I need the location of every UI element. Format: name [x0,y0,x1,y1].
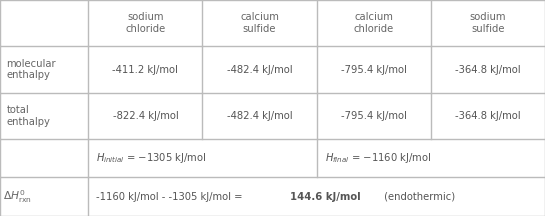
Text: total
enthalpy: total enthalpy [7,105,51,127]
Text: calcium
sulfide: calcium sulfide [240,12,279,34]
Text: sodium
sulfide: sodium sulfide [470,12,506,34]
Text: 144.6 kJ/mol: 144.6 kJ/mol [289,192,360,202]
Text: $\Delta H^{0}_{\rm rxn}$: $\Delta H^{0}_{\rm rxn}$ [3,188,32,205]
Text: (endothermic): (endothermic) [380,192,455,202]
Text: $\mathit{H}_{\mathit{final}}$ = −1160 kJ/mol: $\mathit{H}_{\mathit{final}}$ = −1160 kJ… [325,151,432,165]
Text: -364.8 kJ/mol: -364.8 kJ/mol [455,111,520,121]
Text: -822.4 kJ/mol: -822.4 kJ/mol [112,111,178,121]
Text: -1160 kJ/mol - -1305 kJ/mol =: -1160 kJ/mol - -1305 kJ/mol = [96,192,246,202]
Text: -795.4 kJ/mol: -795.4 kJ/mol [341,65,407,75]
Text: molecular
enthalpy: molecular enthalpy [7,59,56,81]
Text: -411.2 kJ/mol: -411.2 kJ/mol [112,65,178,75]
Text: calcium
chloride: calcium chloride [354,12,394,34]
Text: -482.4 kJ/mol: -482.4 kJ/mol [227,65,292,75]
Text: -364.8 kJ/mol: -364.8 kJ/mol [455,65,520,75]
Text: $\mathit{H}_{\mathit{initial}}$ = −1305 kJ/mol: $\mathit{H}_{\mathit{initial}}$ = −1305 … [96,151,207,165]
Text: -482.4 kJ/mol: -482.4 kJ/mol [227,111,292,121]
Text: sodium
chloride: sodium chloride [125,12,166,34]
Text: -795.4 kJ/mol: -795.4 kJ/mol [341,111,407,121]
